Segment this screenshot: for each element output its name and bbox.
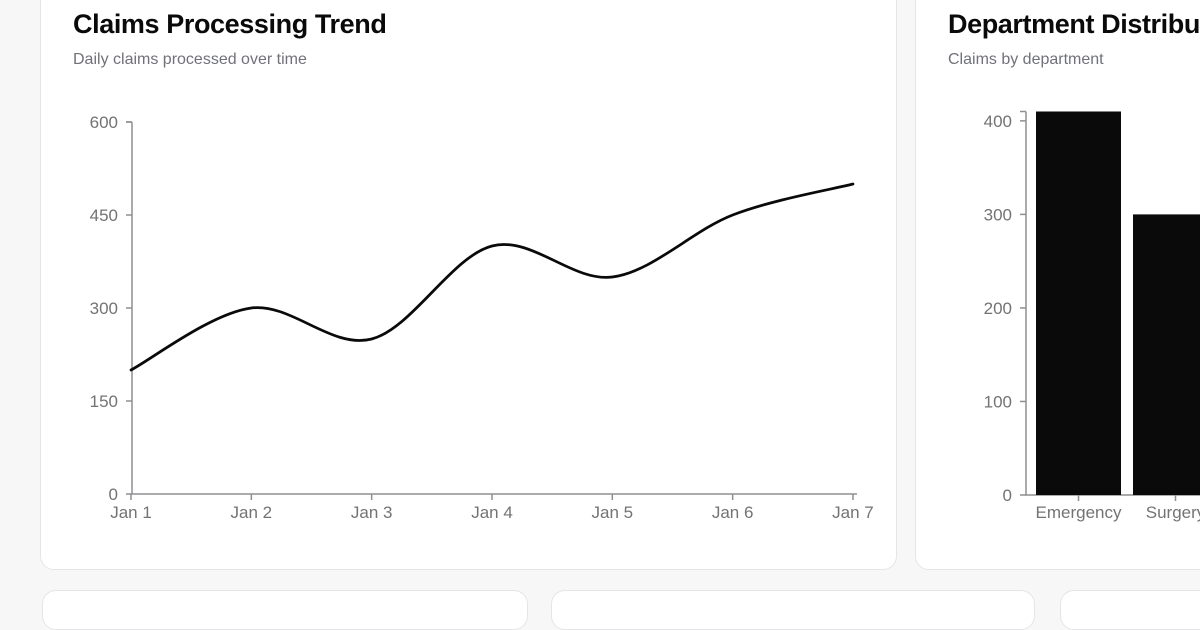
x-tick-label: Jan 4 (471, 503, 513, 522)
y-tick-label: 450 (90, 206, 118, 225)
x-tick-label: Jan 2 (231, 503, 273, 522)
claims-trend-subtitle: Daily claims processed over time (73, 51, 307, 68)
card-department-distribution: Department Distribution Claims by depart… (915, 0, 1200, 570)
y-tick-label: 300 (984, 205, 1012, 224)
claims-trend-title: Claims Processing Trend (73, 9, 387, 39)
y-axis: 0 150 300 450 600 (90, 113, 133, 504)
bar-emergency[interactable] (1036, 111, 1121, 496)
y-axis: 0 100 200 300 400 (984, 110, 1027, 505)
x-tick-label: Jan 7 (832, 503, 874, 522)
partial-card-bottom-right (1060, 590, 1200, 630)
partial-card-bottom-middle (551, 590, 1035, 630)
y-tick-label: 300 (90, 299, 118, 318)
bar-surgery[interactable] (1133, 214, 1200, 495)
y-tick-label: 0 (1003, 486, 1012, 505)
y-tick-label: 100 (984, 392, 1012, 411)
x-axis: Jan 1 Jan 2 Jan 3 Jan 4 Jan 5 Jan 6 Jan 7 (110, 493, 874, 522)
department-subtitle: Claims by department (948, 51, 1104, 68)
partial-card-bottom-left (42, 590, 528, 630)
line-series-claims (129, 182, 855, 372)
y-tick-label: 150 (90, 392, 118, 411)
x-tick-label: Jan 6 (712, 503, 754, 522)
x-axis: Emergency Surgery (1025, 494, 1200, 522)
x-tick-label: Jan 1 (110, 503, 152, 522)
bar-series-departments (1036, 111, 1200, 496)
y-tick-label: 0 (109, 485, 118, 504)
y-tick-label: 200 (984, 299, 1012, 318)
x-tick-label: Jan 3 (351, 503, 393, 522)
card-claims-trend: Claims Processing Trend Daily claims pro… (40, 0, 897, 570)
department-title: Department Distribution (948, 9, 1200, 39)
y-tick-label: 400 (984, 112, 1012, 131)
x-tick-label: Surgery (1146, 503, 1200, 522)
department-bar-chart[interactable]: 0 100 200 300 400 Emergency Surgery (916, 1, 1200, 571)
x-tick-label: Jan 5 (592, 503, 634, 522)
y-tick-label: 600 (90, 113, 118, 132)
x-tick-label: Emergency (1036, 503, 1122, 522)
